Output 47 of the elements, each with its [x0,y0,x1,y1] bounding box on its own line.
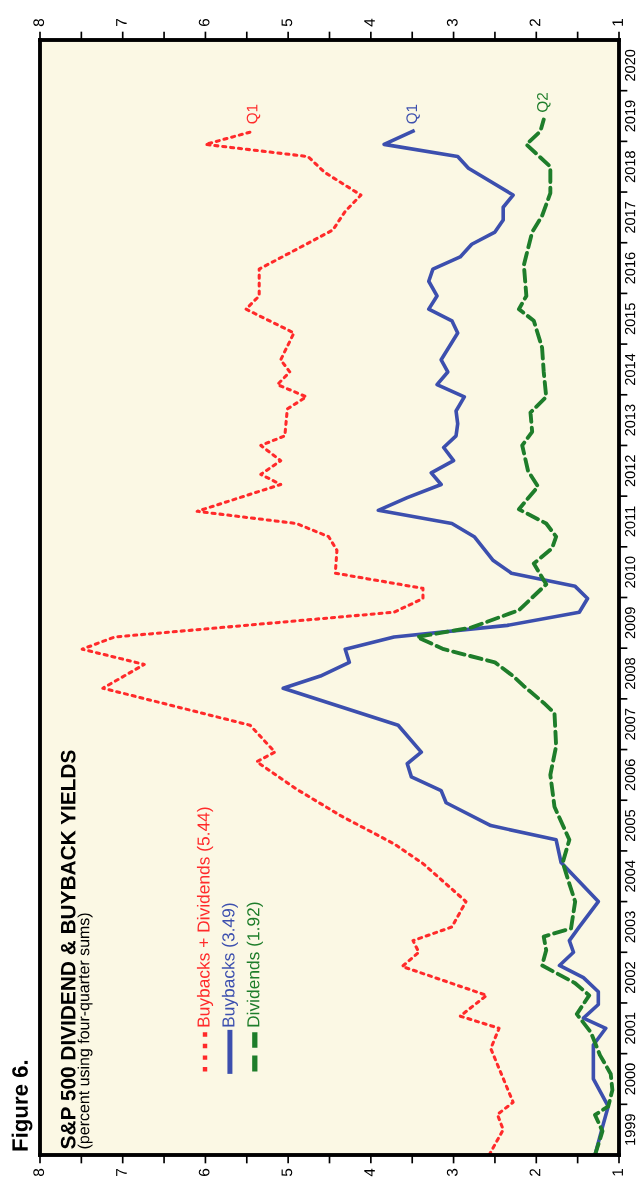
y-tick-label: 2019 [624,100,636,132]
y-tick-label: 2017 [624,201,636,233]
text: (percent using four-quarter sums) [77,913,93,1149]
y-tick-label: 2005 [624,809,636,842]
y-tick-label: 2007 [624,708,636,740]
y-tick-label: 1999 [624,1114,636,1145]
x2-tick-label: 5 [281,1168,293,1177]
x2-tick-label: 2 [529,1168,541,1176]
x2-tick-label: 6 [198,1168,210,1176]
y-tick-label: 2015 [624,303,636,335]
x-tick-label: 8 [33,18,45,27]
y-tick-label: 2018 [624,151,636,183]
y-tick-label: 2002 [624,962,636,994]
x-tick-label: 5 [281,18,293,27]
annotation: Q1 [406,104,420,124]
annotation: Q1 [246,104,261,124]
text: Buybacks (3.49) [221,903,238,1027]
y-tick-label: 2020 [624,49,636,81]
x2-tick-label: 3 [446,1168,458,1177]
x-tick-label: 1 [612,19,623,26]
y-tick-label: 2012 [624,455,636,487]
y-tick-label: 2016 [624,252,636,284]
y-tick-label: 2009 [624,607,636,639]
text: S&P 500 DIVIDEND & BUYBACK YIELDS [60,750,76,1149]
x-tick-label: 4 [364,18,375,27]
y-tick-label: 2011 [624,506,636,537]
y-tick-label: 2010 [624,556,636,588]
text: Buybacks + Dividends (5.44) [196,807,214,1027]
y-tick-label: 2006 [624,759,636,791]
x2-tick-label: 7 [116,1168,127,1176]
y-tick-label: 2003 [624,911,636,943]
annotation: Q2 [537,93,551,112]
y-tick-label: 2001 [624,1012,636,1044]
y-tick-label: 2000 [624,1063,636,1095]
y-tick-label: 2004 [624,860,636,892]
x-tick-label: 2 [529,19,541,27]
caption: Figure 6. [11,1060,33,1151]
y-tick-label: 2008 [624,657,636,690]
text: Dividends (1.92) [246,902,263,1027]
y-tick-label: 2013 [624,404,636,436]
x2-tick-label: 4 [364,1168,375,1177]
x2-tick-label: 1 [612,1168,623,1176]
x-tick-label: 3 [446,18,458,27]
y-tick-label: 2014 [624,353,636,385]
x2-tick-label: 8 [33,1168,45,1177]
x-tick-label: 7 [116,19,127,27]
x-tick-label: 6 [198,18,210,27]
